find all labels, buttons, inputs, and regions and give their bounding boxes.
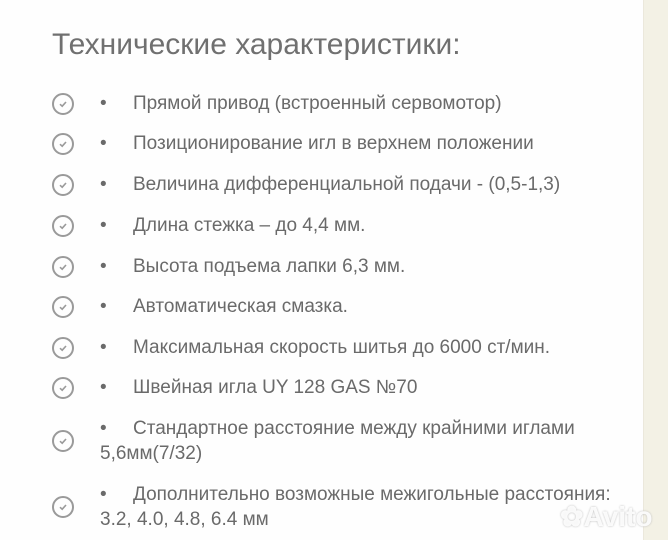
item-label: Величина дифференциальной подачи - (0,5-… [133,174,561,195]
item-text: • Длина стежка – до 4,4 мм. [100,213,365,238]
check-circle-icon [52,214,74,237]
check-circle-icon [52,295,74,318]
list-item: • Высота подъема лапки 6,3 мм. [52,254,642,279]
bullet: • [100,93,107,114]
item-text: • Стандартное расстояние между крайними и… [100,416,642,466]
item-text: • Дополнительно возможные межигольные рас… [100,482,642,532]
check-circle-icon [52,430,74,452]
bullet: • [100,377,107,398]
item-text: • Прямой привод (встроенный сервомотор) [100,91,502,116]
check-circle-icon [52,496,74,518]
bullet: • [100,215,107,236]
list-item: • Дополнительно возможные межигольные рас… [52,482,642,532]
item-label: Автоматическая смазка. [133,296,348,317]
bullet: • [100,484,107,505]
item-label: Швейная игла UY 128 GAS №70 [133,377,418,398]
item-text: • Величина дифференциальной подачи - (0,5… [100,172,560,197]
bullet: • [100,296,107,317]
page-title: Технические характеристики: [52,28,461,61]
side-strip [643,0,668,540]
list-item: • Прямой привод (встроенный сервомотор) [52,91,642,116]
check-circle-icon [52,173,74,196]
check-circle-icon [52,376,74,399]
check-circle-icon [52,132,74,155]
item-text: • Швейная игла UY 128 GAS №70 [100,375,417,400]
item-label: Стандартное расстояние между крайними иг… [100,418,575,464]
item-label: Длина стежка – до 4,4 мм. [133,215,366,236]
bullet: • [100,337,107,358]
item-text: • Максимальная скорость шитья до 6000 ст/… [100,335,550,360]
item-text: • Автоматическая смазка. [100,294,348,319]
list-item: • Швейная игла UY 128 GAS №70 [52,375,642,400]
check-circle-icon [52,255,74,278]
item-label: Позиционирование игл в верхнем положении [133,133,534,154]
bullet: • [100,256,107,277]
avito-watermark: ✿Avito [560,501,653,532]
list-item: • Величина дифференциальной подачи - (0,5… [52,172,642,197]
list-item: • Позиционирование игл в верхнем положени… [52,131,642,156]
item-label: Высота подъема лапки 6,3 мм. [133,256,406,277]
item-label: Дополнительно возможные межигольные расс… [100,484,611,530]
item-label: Прямой привод (встроенный сервомотор) [133,93,502,114]
bullet: • [100,133,107,154]
list-item: • Максимальная скорость шитья до 6000 ст/… [52,335,642,360]
list-item: • Стандартное расстояние между крайними и… [52,416,642,466]
item-text: • Высота подъема лапки 6,3 мм. [100,254,405,279]
item-label: Максимальная скорость шитья до 6000 ст/м… [133,337,551,358]
bullet: • [100,418,107,439]
check-circle-icon [52,92,74,115]
check-circle-icon [52,336,74,359]
list-item: • Автоматическая смазка. [52,294,642,319]
item-text: • Позиционирование игл в верхнем положени… [100,131,534,156]
bullet: • [100,174,107,195]
list-item: • Длина стежка – до 4,4 мм. [52,213,642,238]
